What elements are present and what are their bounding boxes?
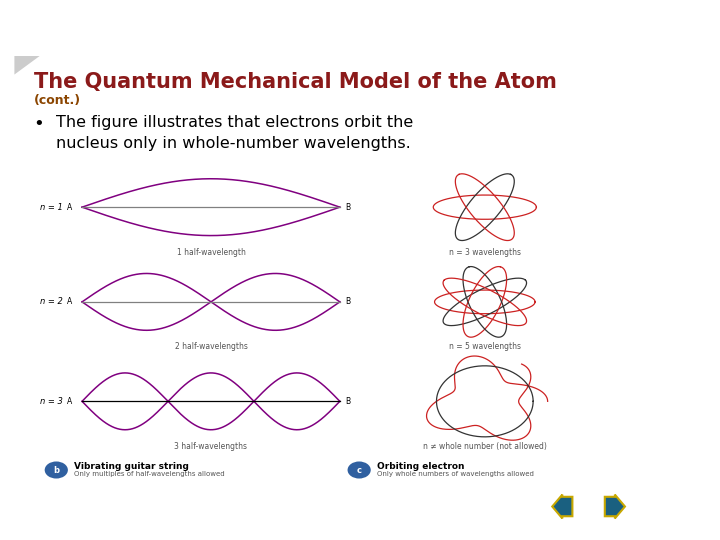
FancyBboxPatch shape bbox=[664, 221, 714, 363]
Text: B: B bbox=[345, 202, 350, 212]
Text: A: A bbox=[67, 298, 73, 306]
Text: Chapter Outline: Chapter Outline bbox=[220, 22, 325, 35]
Text: A: A bbox=[67, 397, 73, 406]
FancyBboxPatch shape bbox=[57, 2, 187, 55]
FancyBboxPatch shape bbox=[664, 79, 714, 221]
Text: nucleus only in whole-number wavelengths.: nucleus only in whole-number wavelengths… bbox=[56, 136, 411, 151]
Text: B: B bbox=[345, 397, 350, 406]
Text: Help: Help bbox=[565, 22, 595, 35]
Text: n = 3 wavelengths: n = 3 wavelengths bbox=[449, 248, 521, 256]
Circle shape bbox=[348, 462, 371, 478]
Text: Orbiting electron: Orbiting electron bbox=[377, 462, 464, 471]
Polygon shape bbox=[14, 56, 40, 75]
Text: CHAPTER: CHAPTER bbox=[4, 3, 40, 9]
Text: The Quantum Mechanical Model of the Atom: The Quantum Mechanical Model of the Atom bbox=[34, 72, 557, 92]
Circle shape bbox=[45, 462, 68, 478]
Text: Vibrating guitar string: Vibrating guitar string bbox=[73, 462, 189, 471]
Text: 1 half-wavelength: 1 half-wavelength bbox=[176, 248, 246, 256]
Text: •: • bbox=[34, 115, 45, 133]
FancyBboxPatch shape bbox=[0, 0, 55, 56]
Text: n = 2: n = 2 bbox=[40, 298, 63, 306]
Text: B: B bbox=[345, 298, 350, 306]
Text: n = 3: n = 3 bbox=[40, 397, 63, 406]
Text: 5: 5 bbox=[15, 11, 39, 44]
Text: c: c bbox=[356, 465, 361, 475]
Text: Section 2: Section 2 bbox=[684, 272, 693, 313]
Text: Chapter Menu: Chapter Menu bbox=[76, 22, 168, 35]
Text: 3 half-wavelengths: 3 half-wavelengths bbox=[174, 442, 248, 451]
Text: n = 1: n = 1 bbox=[40, 202, 63, 212]
FancyBboxPatch shape bbox=[664, 363, 714, 505]
Text: n = 5 wavelengths: n = 5 wavelengths bbox=[449, 342, 521, 352]
FancyBboxPatch shape bbox=[359, 2, 506, 55]
Text: The figure illustrates that electrons orbit the: The figure illustrates that electrons or… bbox=[56, 115, 413, 130]
Text: Only multiples of half-wavelengths allowed: Only multiples of half-wavelengths allow… bbox=[73, 471, 225, 477]
FancyArrow shape bbox=[605, 495, 625, 518]
Text: Resources: Resources bbox=[398, 22, 467, 35]
Text: 2 half-wavelengths: 2 half-wavelengths bbox=[174, 342, 248, 352]
Text: (cont.): (cont.) bbox=[34, 94, 81, 107]
Text: Only whole numbers of wavelengths allowed: Only whole numbers of wavelengths allowe… bbox=[377, 471, 534, 477]
FancyBboxPatch shape bbox=[509, 2, 651, 55]
Text: n ≠ whole number (not allowed): n ≠ whole number (not allowed) bbox=[423, 442, 546, 451]
Text: Section 3: Section 3 bbox=[684, 414, 693, 455]
FancyArrow shape bbox=[552, 495, 572, 518]
Text: Section 1: Section 1 bbox=[684, 130, 693, 171]
Text: A: A bbox=[67, 202, 73, 212]
FancyBboxPatch shape bbox=[189, 2, 356, 55]
Text: b: b bbox=[53, 465, 59, 475]
